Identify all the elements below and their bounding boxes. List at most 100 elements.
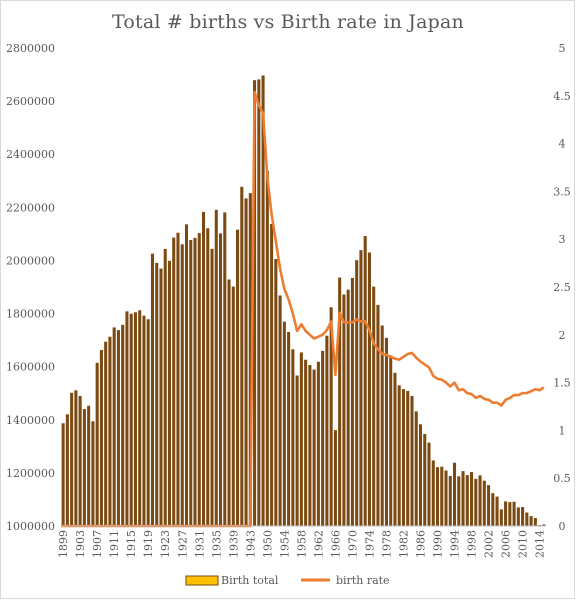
bar	[333, 430, 337, 526]
x-tick-label: 2014	[534, 530, 547, 558]
y-tick-label: 1400000	[6, 414, 55, 427]
bar	[244, 198, 248, 526]
x-tick-label: 1927	[176, 530, 189, 558]
bar	[163, 248, 167, 526]
x-tick-label: 1907	[91, 530, 104, 558]
x-tick-label: 1974	[363, 530, 376, 558]
y2-tick-label: 2	[559, 329, 566, 342]
x-tick-label: 1986	[414, 530, 427, 558]
bar	[65, 414, 69, 526]
bar	[236, 229, 240, 526]
y2-tick-label: 0	[559, 520, 566, 533]
bar	[346, 289, 350, 526]
bar	[465, 475, 469, 526]
bar	[248, 193, 252, 526]
bar	[189, 239, 193, 527]
bar	[287, 331, 291, 526]
bar	[172, 237, 176, 526]
x-tick-label: 1990	[432, 530, 445, 558]
bar	[87, 405, 91, 526]
birth-rate-line	[61, 90, 545, 528]
bar	[61, 423, 65, 526]
bar	[431, 460, 435, 526]
x-tick-label: 1903	[74, 530, 87, 558]
bar	[274, 259, 278, 526]
bar	[184, 224, 189, 526]
y2-tick-label: 4	[559, 138, 566, 151]
legend-swatch-birth-total	[185, 575, 219, 586]
bar	[291, 349, 295, 526]
bar	[525, 512, 529, 526]
bar	[312, 369, 316, 526]
bar	[227, 279, 231, 526]
bar	[397, 385, 401, 526]
bar	[440, 466, 444, 526]
bar	[418, 424, 423, 526]
x-tick-label: 2010	[517, 530, 530, 558]
bar	[504, 501, 508, 526]
bar	[491, 493, 495, 526]
x-tick-label: 1982	[397, 530, 410, 558]
x-tick-label: 1962	[312, 530, 325, 558]
bar	[104, 341, 108, 526]
right-axis: 0 0.5 1 1.5 2 2.5 3 3.5 4 4.5 5	[553, 42, 571, 533]
bar	[116, 330, 120, 526]
bar	[482, 480, 486, 526]
bar	[223, 212, 227, 526]
bar	[176, 232, 180, 526]
bar	[495, 496, 499, 526]
y2-tick-label: 5	[559, 42, 566, 55]
bar	[453, 462, 457, 526]
x-tick-label: 1911	[108, 530, 121, 558]
bar	[155, 262, 159, 526]
bar	[206, 228, 210, 526]
y-tick-label: 1600000	[6, 361, 55, 374]
bar	[219, 233, 223, 526]
bar	[423, 433, 427, 526]
bar	[129, 313, 133, 526]
chart-title: Total # births vs Birth rate in Japan	[112, 11, 464, 33]
bar-series	[61, 75, 546, 527]
y-tick-label: 1200000	[6, 467, 55, 480]
bar	[355, 260, 359, 526]
bar	[295, 375, 299, 526]
bar	[142, 315, 146, 526]
y2-tick-label: 3	[559, 233, 566, 246]
bar	[125, 311, 129, 526]
bar	[359, 250, 363, 527]
x-tick-label: 2002	[483, 530, 496, 558]
bar	[201, 211, 206, 527]
bar	[108, 336, 112, 526]
bar	[316, 361, 320, 526]
bar	[82, 409, 86, 526]
y2-tick-label: 0.5	[553, 472, 571, 485]
bar	[508, 502, 512, 526]
bar	[150, 253, 154, 526]
x-tick-label: 1954	[278, 530, 291, 558]
bar	[197, 233, 201, 526]
bar	[121, 324, 125, 526]
bar	[342, 294, 346, 526]
bar	[367, 252, 371, 527]
bar	[133, 312, 137, 526]
bar	[350, 277, 354, 526]
y2-tick-label: 3.5	[553, 185, 571, 198]
bar	[512, 501, 516, 526]
bar	[435, 467, 440, 526]
bar	[308, 365, 312, 526]
bar	[393, 372, 397, 526]
y-tick-label: 2800000	[6, 42, 55, 55]
bar	[167, 260, 172, 526]
bar	[410, 395, 414, 526]
bar	[533, 518, 537, 526]
bar	[376, 304, 380, 526]
y-tick-label: 2000000	[6, 254, 55, 267]
line-series	[61, 90, 545, 528]
x-tick-label: 1923	[159, 530, 172, 558]
bar	[516, 507, 520, 526]
bar	[231, 286, 235, 526]
x-tick-label: 1958	[295, 530, 308, 558]
y-tick-label: 2200000	[6, 201, 55, 214]
